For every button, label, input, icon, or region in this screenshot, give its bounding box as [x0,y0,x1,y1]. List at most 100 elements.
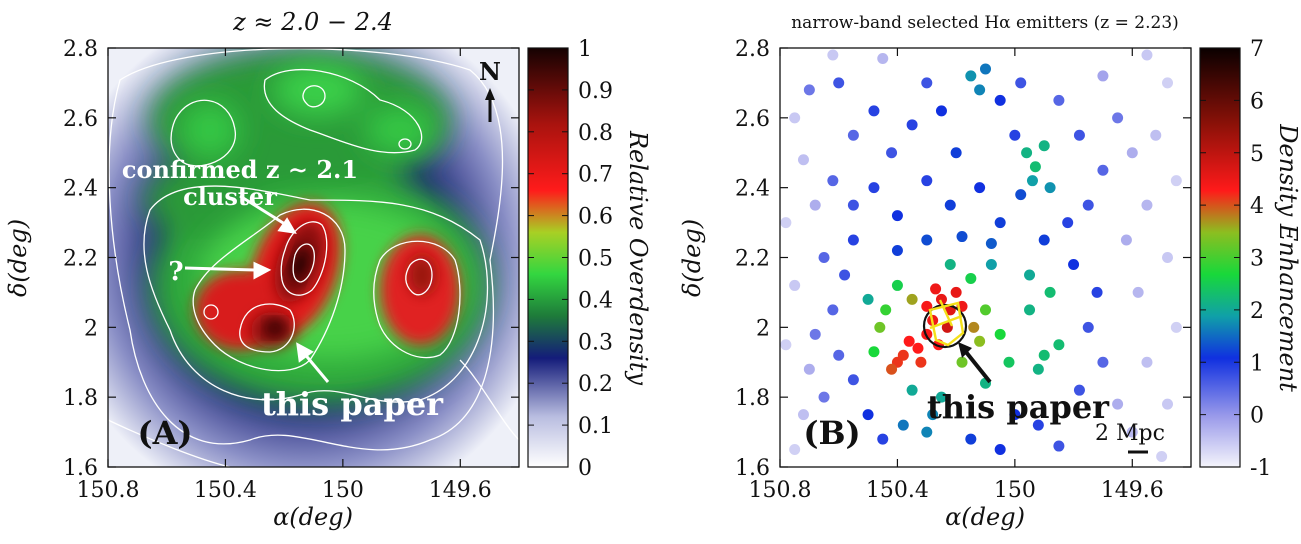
emitter-point [974,182,986,194]
x-tick-label: 149.6 [1101,478,1164,503]
panel-b: narrow-band selected Hα emitters (z = 2.… [678,13,1301,531]
colorbar-tick-label: 0.7 [578,163,613,188]
emitter-point [1112,112,1124,124]
emitter-point [1120,234,1132,246]
emitter-point [985,258,997,270]
y-tick-label: 2.4 [63,177,98,202]
emitter-point [868,346,880,358]
emitter-point [968,321,980,333]
colorbar-tick-label: 0.6 [578,205,613,230]
emitter-point [789,444,801,456]
y-tick-label: 2 [756,316,770,341]
emitter-point [906,384,918,396]
colorbar-tick-label: 5 [1250,142,1264,167]
y-tick-label: 1.6 [63,456,98,481]
emitter-point [912,342,924,354]
emitter-point [818,252,830,263]
emitter-point [780,217,792,229]
emitter-point [965,272,977,284]
emitter-point [868,182,880,194]
emitter-point [921,77,933,89]
scale-bar-label: 2 Mpc [1095,421,1165,446]
emitter-point [965,70,977,82]
emitter-point [1097,70,1109,82]
emitter-point [994,444,1006,456]
emitter-point [789,279,801,291]
emitter-point [1156,451,1168,463]
this-paper-label-a: this paper [261,385,444,423]
emitter-point [1141,356,1153,368]
x-tick-label: 150.8 [749,478,812,503]
emitter-point [950,147,962,159]
emitter-point [1009,409,1021,421]
emitter-point [1021,147,1033,159]
emitter-point [1038,349,1050,361]
emitter-point [1068,258,1080,270]
emitter-point [1162,398,1174,410]
this-paper-overlay [922,299,992,384]
emitter-point [935,105,947,117]
emitter-point [1044,182,1056,194]
emitter-point [891,279,903,291]
emitter-point [1015,77,1027,89]
emitter-point [994,94,1006,106]
emitter-point [930,283,942,295]
emitter-point [827,175,839,187]
emitter-point [1029,161,1041,173]
panel-b-xlabel: α(deg) [945,503,1025,531]
emitter-point [891,210,903,222]
emitter-point [1112,398,1124,410]
emitter-point [874,321,886,333]
contour-lines [108,48,519,467]
colorbar-tick-label: 1 [1250,351,1264,376]
emitter-point [1126,147,1138,159]
emitter-point [935,293,947,305]
y-tick-label: 2.4 [735,177,770,202]
emitter-point [1062,217,1074,229]
emitter-point [956,356,968,368]
x-tick-label: 150.4 [194,478,257,503]
emitter-point [1141,199,1153,211]
colorbar-tick-label: 1 [578,37,592,62]
colorbar-tick-label: 0 [578,456,592,481]
emitter-point [1091,286,1103,298]
emitter-point [921,175,933,187]
footprint-outline [928,299,965,347]
emitter-point [862,293,874,305]
colorbar-tick-label: 7 [1250,37,1264,62]
colorbar-tick-label: 0 [1250,404,1264,429]
panel-a-heatmap [108,48,519,467]
emitter-point [891,245,903,257]
y-tick-label: 1.8 [735,386,770,411]
colorbar-tick-label: 0.1 [578,414,613,439]
emitter-point [974,335,986,347]
emitter-point [1044,286,1056,298]
emitter-point [915,356,927,368]
x-tick-label: 150.8 [77,478,140,503]
emitter-point [803,84,815,96]
emitter-point [862,409,874,421]
panel-b-ylabel: δ(deg) [678,219,706,297]
emitter-point [1073,384,1085,396]
colorbar-a-label: Relative Overdensity [624,130,652,386]
y-tick-label: 2.2 [63,247,98,272]
emitter-point [1097,164,1109,176]
emitter-point [980,304,991,316]
panel-a-axes: 150.8 150.4 150 149.6 1.6 1.8 2 2.2 2.4 2.6 2.8 [63,37,519,503]
emitter-point [1162,252,1174,263]
emitter-point [1053,339,1065,351]
y-tick-label: 2.6 [735,107,770,132]
emitter-point [877,52,889,64]
emitter-point [827,49,839,61]
emitter-point [1170,321,1182,333]
y-tick-label: 2 [84,316,98,341]
emitter-point [921,234,933,246]
emitter-point [1141,49,1153,61]
y-tick-label: 1.6 [735,456,770,481]
emitter-point [1024,304,1036,316]
emitter-point [847,199,859,211]
y-tick-label: 2.6 [63,107,98,132]
x-tick-label: 150 [994,478,1036,503]
emitter-point [880,304,892,316]
